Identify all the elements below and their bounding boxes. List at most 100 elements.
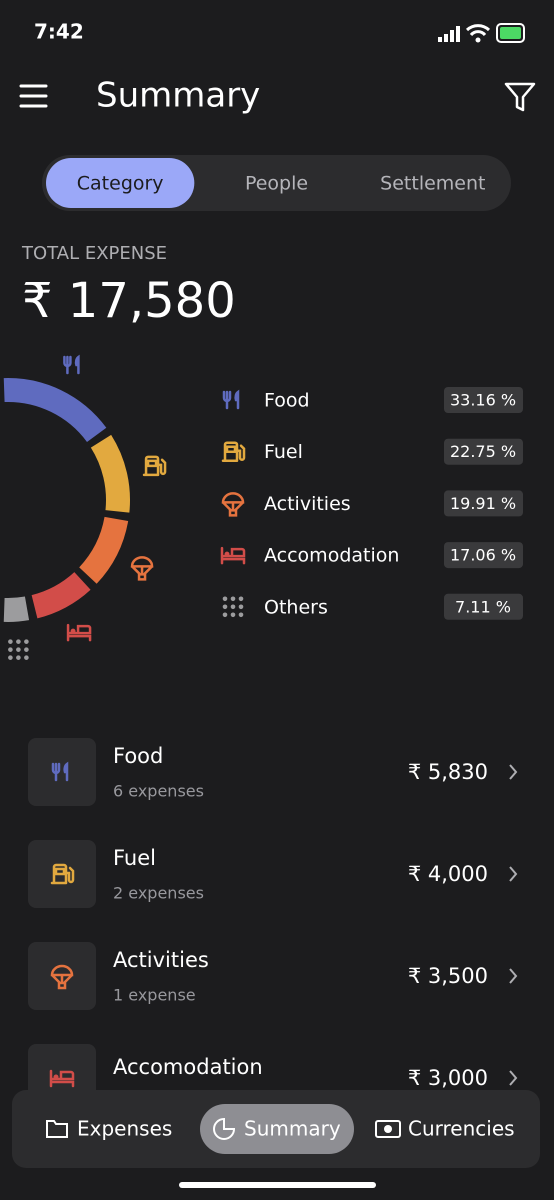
- chevron: [509, 968, 518, 984]
- icon-dot: [230, 604, 236, 610]
- legend-badge: [444, 490, 523, 517]
- expense-amount: ₹ 3,000: [408, 1066, 488, 1090]
- icon-shape: [53, 1074, 59, 1080]
- icon-shape: [130, 556, 154, 581]
- legend-share: 33.16 %: [450, 391, 516, 410]
- icon-box: [28, 738, 96, 806]
- screen-title: Summary: [96, 76, 260, 116]
- chevron: [509, 866, 518, 882]
- icon-dot: [8, 647, 13, 652]
- expense-row[interactable]: Activities 1 expense ₹ 3,500: [28, 942, 518, 1010]
- legend-badge: [444, 593, 523, 620]
- icon-shape: [221, 492, 245, 517]
- nav-icon: [384, 1125, 392, 1133]
- icon-dot: [230, 612, 236, 618]
- category-icon: [130, 556, 154, 581]
- icon-shape: [220, 546, 246, 565]
- nav-icon: [213, 1117, 236, 1140]
- expense-name: Activities: [113, 948, 209, 972]
- icon-shape: [51, 761, 69, 782]
- legend-share: 22.75 %: [450, 442, 516, 461]
- legend-badge: [444, 438, 523, 465]
- chevron: [509, 1070, 518, 1086]
- category-icon: [220, 546, 246, 565]
- legend-name: Food: [264, 390, 310, 412]
- nav-item[interactable]: Summary: [200, 1104, 354, 1154]
- tab-selected-bg: [46, 158, 195, 208]
- icon-dot: [238, 596, 244, 602]
- category-icon: [50, 863, 75, 885]
- category-icon: [221, 441, 246, 462]
- donut-segment: [3, 596, 30, 622]
- legend-name: Fuel: [264, 441, 303, 463]
- icon-shape: [224, 551, 230, 557]
- expense-amount: ₹ 4,000: [408, 862, 488, 886]
- icon-dot: [24, 655, 29, 660]
- expense-count: 6 expenses: [113, 782, 204, 801]
- icon-dot: [16, 639, 21, 644]
- icon-shape: [50, 863, 75, 885]
- category-icon: [222, 596, 244, 618]
- status-icons: [438, 23, 525, 43]
- legend-badge: [444, 542, 523, 569]
- nav-icon: [375, 1120, 401, 1138]
- expense-name: Food: [113, 744, 163, 768]
- legend-badge: [444, 387, 523, 413]
- expense-count: 2 expenses: [113, 884, 204, 903]
- icon-dot: [222, 612, 228, 618]
- category-icon: [142, 455, 167, 477]
- expense-row[interactable]: Fuel 2 expenses ₹ 4,000: [28, 840, 518, 908]
- donut-segment: [90, 434, 130, 513]
- nav-item[interactable]: Currencies: [375, 1117, 515, 1141]
- total-label: TOTAL EXPENSE: [21, 243, 167, 264]
- icon-dot: [16, 647, 21, 652]
- tab[interactable]: Settlement: [380, 173, 485, 195]
- icon-dot: [238, 604, 244, 610]
- icon-dot: [8, 655, 13, 660]
- expense-row[interactable]: Food 6 expenses ₹ 5,830: [28, 738, 518, 806]
- menu-button[interactable]: [19, 84, 48, 108]
- expense-amount: ₹ 5,830: [408, 760, 488, 784]
- icon-shape: [222, 389, 240, 410]
- category-icon: [51, 761, 69, 782]
- expense-count: 1 expense: [113, 986, 196, 1005]
- legend-share: 17.06 %: [450, 546, 516, 565]
- tab[interactable]: People: [245, 173, 308, 195]
- nav-selected-bg: [200, 1104, 354, 1154]
- icon-shape: [63, 354, 80, 375]
- icon-dot: [24, 647, 29, 652]
- icon-dot: [8, 639, 13, 644]
- nav-icon: [46, 1120, 68, 1138]
- donut-segment: [31, 571, 91, 619]
- legend-share: 7.11 %: [455, 597, 511, 616]
- filter-button[interactable]: [504, 82, 536, 112]
- icon-shape: [66, 623, 92, 642]
- total-amount: ₹ 17,580: [22, 273, 236, 329]
- category-icon: [49, 1069, 75, 1088]
- legend-name: Others: [264, 596, 328, 618]
- legend-name: Accomodation: [264, 545, 399, 567]
- icon-dot: [222, 596, 228, 602]
- expense-name: Fuel: [113, 846, 156, 870]
- icon-dot: [16, 655, 21, 660]
- nav-label: Currencies: [408, 1117, 515, 1141]
- category-icon: [221, 492, 245, 517]
- icon-shape: [221, 441, 246, 462]
- category-icon: [8, 639, 29, 660]
- tab[interactable]: Category: [77, 173, 164, 195]
- icon-dot: [24, 639, 29, 644]
- category-icon: [63, 354, 80, 375]
- chevron: [509, 764, 518, 780]
- legend-name: Activities: [264, 493, 351, 515]
- expense-amount: ₹ 3,500: [408, 964, 488, 988]
- legend-share: 19.91 %: [450, 494, 516, 513]
- category-icon: [50, 964, 74, 990]
- category-icon: [66, 623, 92, 642]
- expense-name: Accomodation: [113, 1055, 263, 1079]
- icon-shape: [49, 1069, 75, 1088]
- nav-label: Expenses: [77, 1117, 172, 1141]
- icon-shape: [70, 628, 76, 634]
- nav-item[interactable]: Expenses: [46, 1117, 172, 1141]
